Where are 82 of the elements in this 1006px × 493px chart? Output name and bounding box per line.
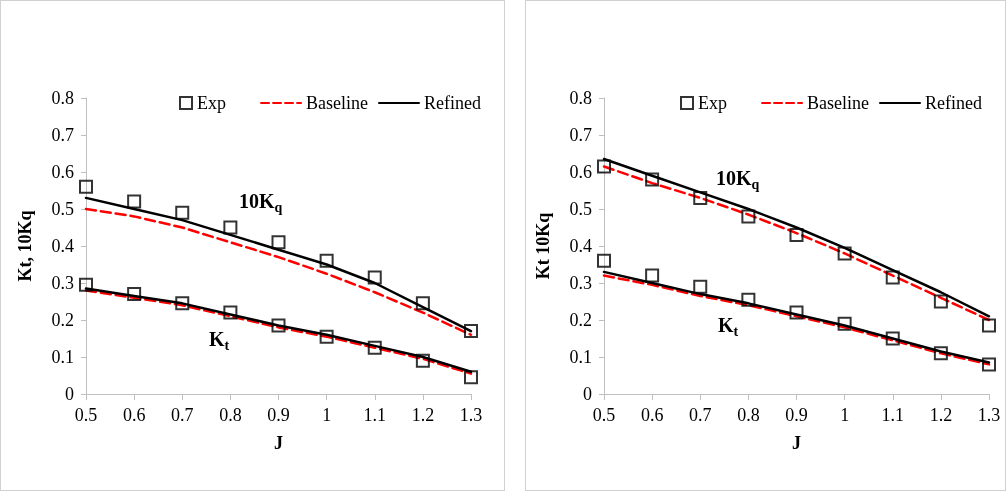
x-tick-label: 1.1	[363, 405, 386, 425]
x-tick-label: 1	[840, 405, 850, 425]
point	[175, 205, 190, 220]
point	[415, 353, 430, 368]
x-tick-label: 1.1	[881, 405, 904, 425]
point	[693, 279, 708, 294]
x-tick-label: 0.7	[689, 405, 712, 425]
x-tick-label: 0.5	[592, 405, 616, 425]
point	[223, 305, 238, 320]
point	[79, 179, 93, 194]
x-tick-label: 0.6	[640, 405, 664, 425]
point	[127, 194, 142, 209]
point	[464, 324, 478, 339]
point	[319, 253, 334, 268]
point	[79, 277, 93, 292]
y-tick-label: 0	[65, 384, 74, 404]
point	[741, 209, 756, 224]
y-tick-label: 0.8	[569, 88, 592, 108]
point	[415, 296, 430, 311]
y-tick-label: 0	[583, 384, 592, 404]
y-tick-label: 0.8	[51, 88, 74, 108]
y-tick-label: 0.3	[51, 273, 74, 293]
x-tick-label: 1	[322, 405, 332, 425]
x-axis-title: J	[274, 433, 283, 453]
legend-label: Refined	[424, 93, 481, 113]
y-axis-title: Kt 10Kq	[533, 212, 553, 280]
point	[982, 318, 996, 333]
point	[933, 294, 948, 309]
y-tick-label: 0.2	[569, 310, 592, 330]
point	[645, 172, 660, 187]
legend-label: Exp	[197, 93, 226, 113]
legend-label: Baseline	[807, 93, 870, 113]
y-tick-label: 0.1	[569, 347, 592, 367]
point	[645, 268, 660, 283]
x-tick-label: 0.6	[122, 405, 146, 425]
x-tick-label: 1.3	[977, 405, 1001, 425]
point	[741, 292, 756, 307]
legend-label: Refined	[925, 93, 982, 113]
point	[693, 190, 708, 205]
point	[789, 227, 804, 242]
point	[367, 340, 382, 355]
legend-label: Baseline	[306, 93, 369, 113]
y-tick-label: 0.1	[51, 347, 74, 367]
point	[367, 270, 382, 285]
y-tick-label: 0.4	[569, 236, 592, 256]
point	[933, 346, 948, 361]
y-tick-label: 0.7	[569, 125, 592, 145]
x-tick-label: 0.9	[785, 405, 808, 425]
legend-label: Exp	[698, 93, 727, 113]
point	[837, 316, 852, 331]
y-tick-label: 0.2	[51, 310, 74, 330]
y-tick-label: 0.6	[51, 162, 74, 182]
y-tick-label: 0.4	[51, 236, 74, 256]
point	[271, 318, 286, 333]
y-tick-label: 0.6	[569, 162, 592, 182]
point	[885, 270, 900, 285]
point	[464, 370, 478, 385]
point	[223, 220, 238, 235]
point	[885, 331, 900, 346]
y-tick-label: 0.3	[569, 273, 592, 293]
x-tick-label: 0.9	[267, 405, 290, 425]
point	[175, 296, 190, 311]
x-tick-label: 1.2	[929, 405, 953, 425]
point	[837, 246, 852, 261]
x-tick-label: 0.5	[74, 405, 98, 425]
x-tick-label: 0.8	[219, 405, 242, 425]
point	[127, 287, 142, 302]
point	[597, 253, 611, 268]
point	[789, 305, 804, 320]
point	[982, 357, 996, 372]
x-tick-label: 1.3	[459, 405, 483, 425]
point	[597, 159, 611, 174]
y-tick-label: 0.7	[51, 125, 74, 145]
x-tick-label: 1.2	[411, 405, 435, 425]
x-tick-label: 0.8	[737, 405, 760, 425]
y-tick-label: 0.5	[51, 199, 74, 219]
point	[319, 329, 334, 344]
x-tick-label: 0.7	[171, 405, 194, 425]
x-axis-title: J	[792, 433, 801, 453]
point	[271, 235, 286, 250]
y-axis-title: Kt, 10Kq	[15, 210, 35, 282]
y-tick-label: 0.5	[569, 199, 592, 219]
